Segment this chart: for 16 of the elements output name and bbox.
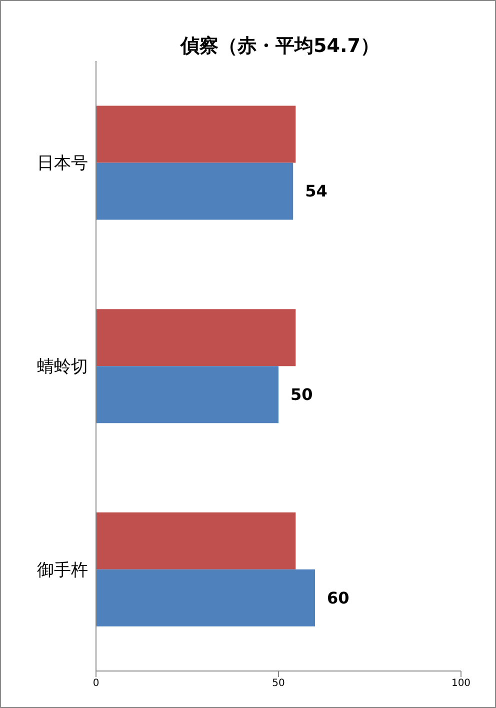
data-label: 54 [305,182,328,201]
data-label: 50 [290,385,313,404]
bar [96,309,296,366]
bar [96,106,296,163]
bar [96,366,278,424]
bar [96,162,294,220]
data-label: 60 [327,588,350,608]
x-tick-label: 0 [92,678,100,690]
x-tick-label: 100 [451,678,471,690]
bar [96,512,296,570]
chart-title: 偵察（赤・平均54.7） [179,34,380,59]
x-tick-label: 50 [272,678,285,690]
y-tick-label: 蜻蛉切 [37,357,88,378]
y-tick-label: 御手杵 [37,560,88,580]
bar [96,569,315,626]
y-tick-label: 日本号 [37,154,88,174]
